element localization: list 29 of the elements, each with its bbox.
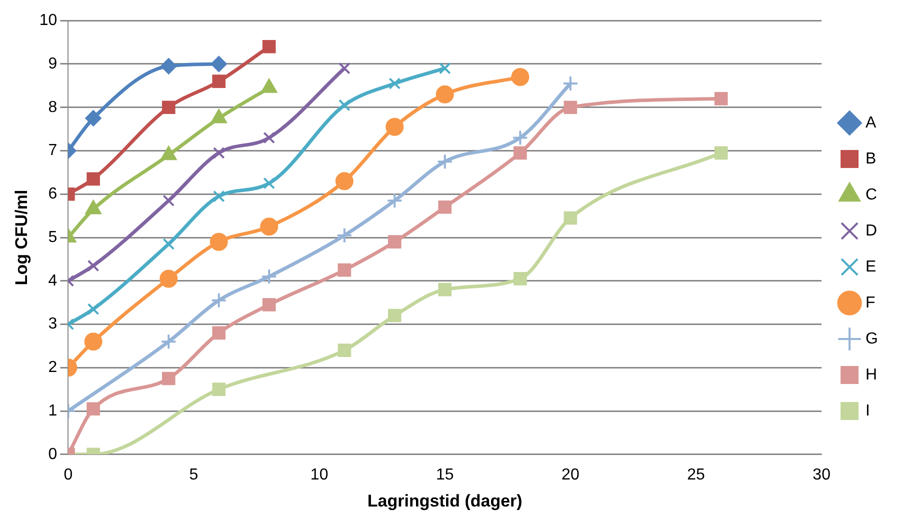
legend-label: G (866, 330, 878, 348)
legend-label: E (866, 258, 876, 276)
legend-label: F (866, 294, 876, 312)
x-axis-title: Lagringstid (dager) (367, 491, 522, 510)
y-axis-title: Log CFU/ml (12, 190, 31, 286)
x-tick-label: 0 (64, 466, 73, 484)
x-tick-label: 25 (687, 466, 705, 484)
y-tick-label: 0 (48, 446, 58, 463)
y-tick-label: 5 (48, 228, 58, 246)
y-tick-label: 3 (48, 316, 58, 333)
legend-label: B (866, 150, 876, 168)
y-tick-label: 9 (48, 55, 58, 72)
y-tick-label: 4 (48, 272, 58, 290)
y-tick-label: 6 (48, 186, 58, 203)
x-tick-label: 10 (310, 466, 328, 484)
x-tick-label: 20 (562, 466, 580, 484)
legend-label: D (866, 222, 878, 240)
x-tick-label: 5 (189, 466, 198, 484)
x-tick-label: 15 (436, 466, 454, 484)
y-tick-label: 8 (48, 98, 58, 116)
legend-label: I (866, 402, 870, 420)
legend-label: H (866, 366, 878, 384)
legend-label: C (866, 186, 878, 204)
y-tick-label: 1 (48, 402, 58, 420)
x-tick-label: 30 (812, 466, 831, 484)
y-tick-label: 2 (48, 359, 58, 376)
y-tick-label: 10 (39, 12, 58, 30)
legend-label: A (866, 114, 877, 132)
y-tick-label: 7 (48, 142, 58, 160)
